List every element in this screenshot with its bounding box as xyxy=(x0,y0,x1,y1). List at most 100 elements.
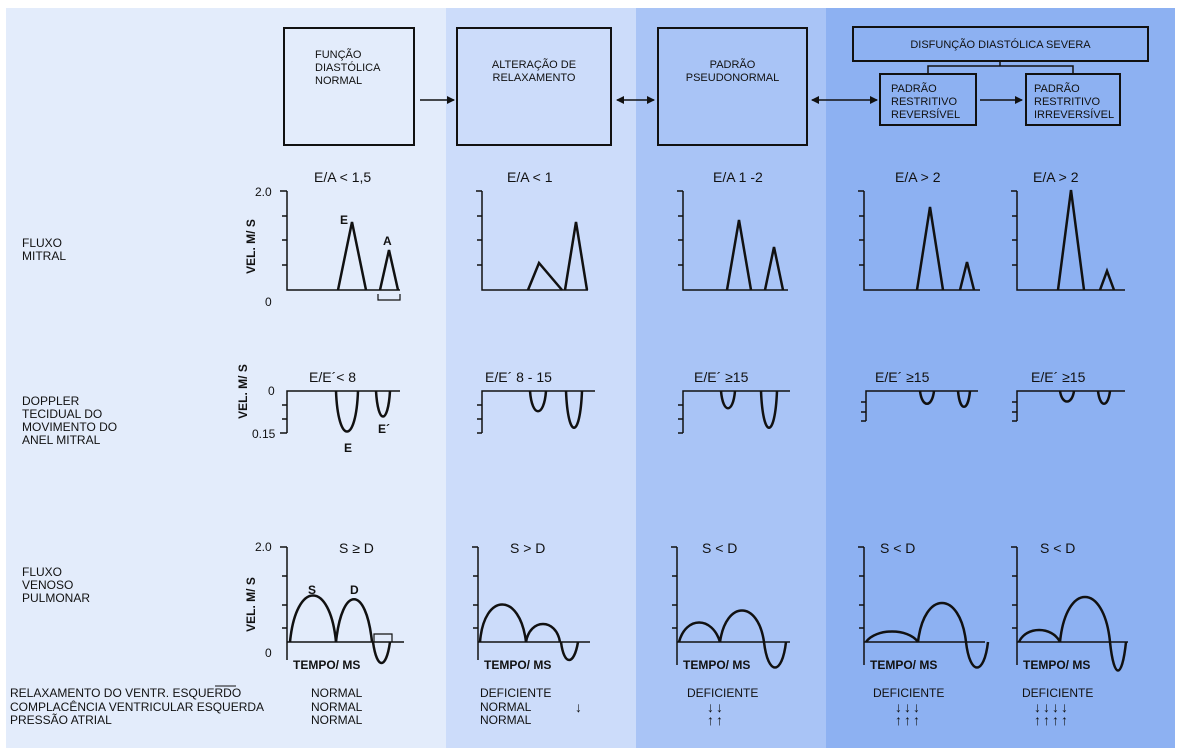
box-normal-function: FUNÇÃO DIASTÓLICA NORMAL xyxy=(283,27,415,146)
mitral-y-zero-label: 0 xyxy=(265,295,272,309)
column-band-severe xyxy=(826,8,1175,748)
arrows-reversible: ↓↓↓ ↑↑↑ xyxy=(895,699,922,728)
tdi-eprime-wave-normal xyxy=(374,390,392,418)
pv-axis-relaxation xyxy=(472,546,590,660)
pv-s-wave-relaxation xyxy=(478,603,528,643)
mitral-a-wave-pseudonormal xyxy=(763,246,785,291)
mitral-a-wave-reversible xyxy=(958,261,976,291)
tdi-eprime-wave-irreversible xyxy=(1096,390,1112,405)
pv-axis-pseudonormal xyxy=(671,546,790,665)
arrows-irreversible: ↓↓↓↓ ↑↑↑↑ xyxy=(1034,699,1070,728)
mitral-axis-relaxation xyxy=(476,190,588,291)
tdi-e-wave-pseudonormal xyxy=(719,390,737,410)
tdi-axis-reversible xyxy=(861,390,978,422)
sd-ratio-reversible: S < D xyxy=(880,540,916,556)
pv-axis-normal xyxy=(280,546,404,660)
ee-ratio-irreversible: E/E´ ≥15 xyxy=(1031,369,1086,385)
atrial-pressure-arrow-relaxation: ↓ xyxy=(575,699,582,715)
column-band-normal xyxy=(6,8,446,748)
pv-d-label: D xyxy=(350,583,359,597)
pv-s-wave-normal xyxy=(288,594,338,643)
arrows-pseudonormal: ↓↓ ↑↑ xyxy=(707,699,725,728)
time-axis-label-reversible: TEMPO/ MS xyxy=(870,658,938,672)
pv-d-wave-normal xyxy=(334,598,374,643)
pv-d-wave-pseudonormal xyxy=(718,609,766,643)
tdi-y-axis-title: VEL. M/ S xyxy=(235,364,250,419)
mitral-e-label: E xyxy=(340,213,349,227)
pv-d-wave-relaxation xyxy=(524,622,562,643)
tdi-e-wave-reversible xyxy=(918,390,936,405)
tdi-axis-normal xyxy=(280,390,400,434)
sd-ratio-irreversible: S < D xyxy=(1040,540,1076,556)
mitral-a-wave-normal xyxy=(378,249,400,291)
box-relaxation-change: ALTERAÇÃO DE RELAXAMENTO xyxy=(456,27,612,146)
tdi-y-bottom-label: 0.15 xyxy=(252,427,276,441)
bottom-title-reversible: DEFICIENTE xyxy=(873,686,945,700)
tdi-e-wave-relaxation xyxy=(528,390,548,413)
bottom-values-relaxation: DEFICIENTE NORMAL NORMAL xyxy=(480,686,552,727)
pv-ar-wave-irreversible xyxy=(1108,641,1128,672)
mitral-y-axis-title: VEL. M/ S xyxy=(243,219,258,274)
row-label-mitral-flow: FLUXO MITRAL xyxy=(22,236,67,263)
tdi-axis-pseudonormal xyxy=(678,390,790,434)
ee-ratio-relaxation: E/E´ 8 - 15 xyxy=(485,369,552,385)
mitral-e-wave-normal xyxy=(336,221,368,291)
box-restrictive-reversible: PADRÃO RESTRITIVO REVERSÍVEL xyxy=(879,73,977,126)
pv-ar-wave-reversible xyxy=(964,641,990,669)
mitral-e-wave-irreversible xyxy=(1056,189,1086,291)
pv-y-zero-label: 0 xyxy=(265,646,272,660)
sd-ratio-pseudonormal: S < D xyxy=(702,540,738,556)
bottom-title-irreversible: DEFICIENTE xyxy=(1022,686,1094,700)
column-band-pseudonormal xyxy=(636,8,826,748)
time-axis-label-relaxation: TEMPO/ MS xyxy=(484,658,552,672)
ee-ratio-normal: E/E´< 8 xyxy=(309,369,357,385)
ea-ratio-reversible: E/A > 2 xyxy=(895,169,941,185)
pv-y-axis-title: VEL. M/ S xyxy=(243,577,258,632)
mitral-a-label: A xyxy=(383,234,392,248)
mitral-axis-normal xyxy=(280,190,400,291)
pv-ar-wave-pseudonormal xyxy=(762,641,788,669)
tdi-e-wave-irreversible xyxy=(1058,390,1076,403)
mitral-a-wave-relaxation xyxy=(563,221,589,291)
tdi-eprime-wave-pseudonormal xyxy=(759,390,779,429)
pv-s-wave-reversible xyxy=(864,630,920,643)
tdi-y-zero-label: 0 xyxy=(268,384,275,398)
box-restrictive-irreversible: PADRÃO RESTRITIVO IRREVERSÍVEL xyxy=(1025,73,1121,126)
ea-ratio-irreversible: E/A > 2 xyxy=(1033,169,1079,185)
tdi-eprime-wave-reversible xyxy=(956,390,972,408)
bottom-row-labels: RELAXAMENTO DO VENTR. ESQUERDO COMPLACÊN… xyxy=(10,686,265,727)
ea-ratio-relaxation: E/A < 1 xyxy=(507,169,553,185)
box-severe-dysfunction: DISFUNÇÃO DIASTÓLICA SEVERA xyxy=(852,26,1149,62)
tdi-e-wave-normal xyxy=(334,390,360,433)
pv-s-label: S xyxy=(308,583,317,597)
pv-ar-wave-relaxation xyxy=(559,641,580,662)
pv-s-wave-pseudonormal xyxy=(677,621,722,643)
mitral-axis-irreversible xyxy=(1011,190,1125,291)
tdi-axis-relaxation xyxy=(477,390,595,434)
ee-ratio-reversible: E/E´ ≥15 xyxy=(875,369,930,385)
tdi-axis-irreversible xyxy=(1012,390,1125,422)
tdi-eprime-wave-relaxation xyxy=(564,390,584,429)
mitral-a-wave-irreversible xyxy=(1098,267,1116,291)
tdi-eprime-label: E´ xyxy=(378,422,390,436)
pv-axis-reversible xyxy=(858,546,985,665)
mitral-e-wave-pseudonormal xyxy=(725,219,753,291)
sd-ratio-normal: S ≥ D xyxy=(339,540,374,556)
mitral-axis-reversible xyxy=(858,190,980,291)
pv-ar-wave-normal xyxy=(371,641,392,664)
pv-y-max-label: 2.0 xyxy=(255,540,272,554)
time-axis-label-pseudonormal: TEMPO/ MS xyxy=(683,658,751,672)
a-duration-bracket xyxy=(377,294,401,301)
pv-s-wave-irreversible xyxy=(1017,628,1062,643)
mitral-e-wave-reversible xyxy=(915,206,945,291)
row-label-pulmonary-venous-flow: FLUXO VENOSO PULMONAR xyxy=(22,565,91,605)
pv-axis-irreversible xyxy=(1011,546,1128,665)
ea-ratio-pseudonormal: E/A 1 -2 xyxy=(713,169,763,185)
time-axis-label-normal: TEMPO/ MS xyxy=(293,658,361,672)
tdi-e-label: E xyxy=(344,441,353,455)
time-axis-label-irreversible: TEMPO/ MS xyxy=(1023,658,1091,672)
mitral-axis-pseudonormal xyxy=(677,190,788,291)
severe-bracket xyxy=(927,65,1074,73)
ar-duration-bracket xyxy=(373,633,393,642)
